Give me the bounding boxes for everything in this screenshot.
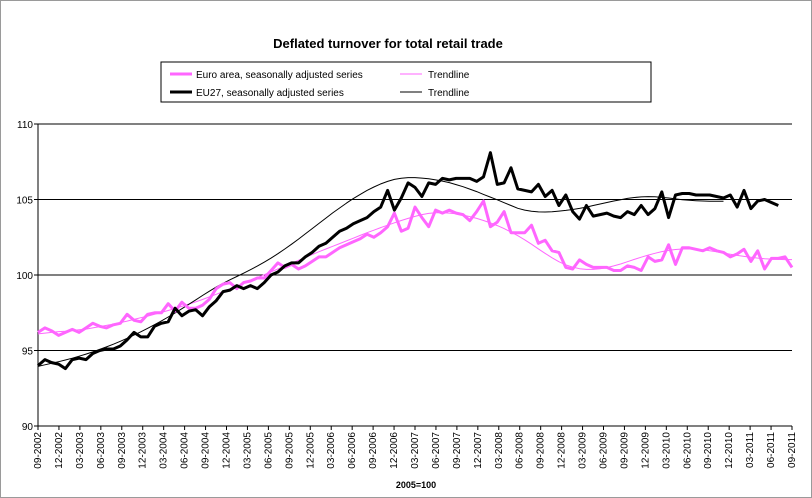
series-line-eu27-seasonally-adjusted-series-2 xyxy=(37,151,779,371)
x-tick-label: 03-2008 xyxy=(494,432,505,469)
series-lines xyxy=(37,151,794,371)
x-tick-label: 12-2003 xyxy=(138,432,149,469)
axes xyxy=(34,123,793,430)
x-tick-label: 09-2006 xyxy=(368,432,379,469)
chart-title: Deflated turnover for total retail trade xyxy=(273,36,503,51)
x-tick-label: 09-2007 xyxy=(452,432,463,469)
legend-label-eu27-trendline: Trendline xyxy=(428,88,470,99)
x-tick-label: 06-2009 xyxy=(599,432,610,469)
y-tick-labels: 90 95 100 105 110 xyxy=(16,120,33,433)
x-tick-label: 09-2004 xyxy=(201,432,212,469)
x-tick-label: 06-2010 xyxy=(682,432,693,469)
x-tick-label: 09-2003 xyxy=(117,432,128,469)
x-tick-label: 06-2008 xyxy=(515,432,526,469)
x-tick-label: 06-2005 xyxy=(263,432,274,469)
x-tick-label: 06-2003 xyxy=(96,432,107,469)
x-tick-label: 03-2004 xyxy=(159,432,170,469)
x-tick-label: 03-2009 xyxy=(578,432,589,469)
x-tick-label: 09-2009 xyxy=(619,432,630,469)
x-tick-label: 09-2002 xyxy=(33,432,44,469)
x-tick-label: 12-2010 xyxy=(724,432,735,469)
x-tick-label: 12-2006 xyxy=(389,432,400,469)
x-tick-label: 12-2009 xyxy=(640,432,651,469)
series-line-trendline-3 xyxy=(37,177,724,367)
x-tick-labels: 09-2002 12-2002 03-2003 06-2003 09-2003 12-20… xyxy=(33,432,798,469)
x-tick-label: 06-2004 xyxy=(180,432,191,469)
x-tick-label: 12-2004 xyxy=(222,432,233,469)
x-tick-label: 12-2005 xyxy=(305,432,316,469)
x-axis-label: 2005=100 xyxy=(396,480,436,490)
legend: Euro area, seasonally adjusted series Tr… xyxy=(160,61,652,103)
x-tick-label: 03-2005 xyxy=(242,432,253,469)
x-tick-label: 03-2006 xyxy=(326,432,337,469)
series-line-euro-area-seasonally-adjusted-series-0 xyxy=(37,199,794,337)
x-tick-label: 09-2008 xyxy=(536,432,547,469)
x-tick-label: 06-2007 xyxy=(431,432,442,469)
series-line-trendline-1 xyxy=(37,212,792,335)
x-tick-label: 12-2007 xyxy=(473,432,484,469)
x-tick-label: 03-2003 xyxy=(75,432,86,469)
legend-label-euro-trendline: Trendline xyxy=(428,70,470,81)
x-tick-label: 12-2008 xyxy=(557,432,568,469)
legend-label-euro-area: Euro area, seasonally adjusted series xyxy=(196,70,363,81)
x-tick-label: 12-2002 xyxy=(54,432,65,469)
x-tick-label: 09-2011 xyxy=(787,432,798,468)
x-tick-label: 03-2007 xyxy=(410,432,421,469)
x-tick-label: 09-2010 xyxy=(703,432,714,469)
x-tick-label: 06-2011 xyxy=(766,432,777,468)
x-tick-label: 06-2006 xyxy=(347,432,358,469)
legend-box xyxy=(160,61,652,103)
gridlines xyxy=(38,123,792,351)
legend-label-eu27: EU27, seasonally adjusted series xyxy=(196,88,344,99)
x-tick-label: 09-2005 xyxy=(284,432,295,469)
y-tick-label-90: 90 xyxy=(22,422,34,433)
x-tick-label: 03-2011 xyxy=(745,432,756,468)
y-tick-label-105: 105 xyxy=(16,196,33,207)
y-tick-label-95: 95 xyxy=(22,347,34,358)
y-tick-label-110: 110 xyxy=(17,120,33,131)
y-tick-label-100: 100 xyxy=(16,271,33,282)
x-tick-label: 03-2010 xyxy=(661,432,672,469)
